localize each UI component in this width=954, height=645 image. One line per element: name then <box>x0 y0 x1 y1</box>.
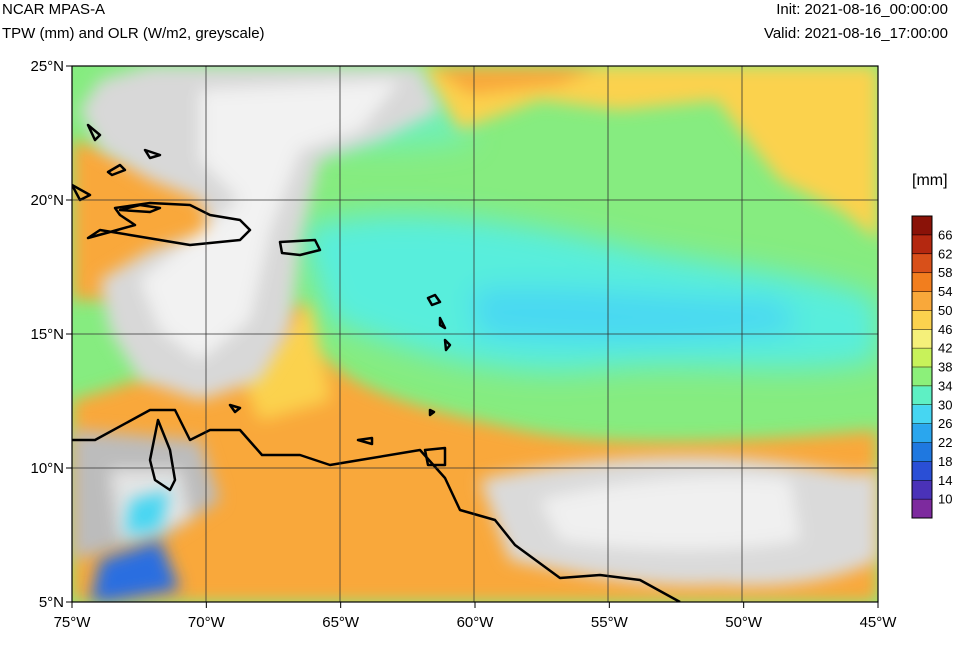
colorbar-level-label: 46 <box>938 322 952 337</box>
longitude-axis: 75°W 70°W 65°W 60°W 55°W 50°W 45°W <box>54 602 898 631</box>
coastlines <box>72 123 681 602</box>
colorbar-swatch <box>912 329 932 349</box>
colorbar-level-label: 66 <box>938 227 952 242</box>
lon-tick-label: 60°W <box>457 614 495 631</box>
colorbar-unit: [mm] <box>912 172 948 189</box>
valid-time: Valid: 2021-08-16_17:00:00 <box>763 25 948 42</box>
lon-tick-label: 70°W <box>188 614 226 631</box>
colorbar-level-label: 14 <box>938 473 952 488</box>
init-time: Init: 2021-08-16_00:00:00 <box>776 1 948 18</box>
tpw-moist-ne <box>420 66 878 240</box>
lon-tick-label: 55°W <box>591 614 629 631</box>
colorbar-swatch <box>912 291 932 311</box>
colorbar-swatch <box>912 480 932 500</box>
lat-tick-label: 10°N <box>30 460 64 477</box>
lon-tick-label: 75°W <box>54 614 92 631</box>
colorbar-level-label: 42 <box>938 341 952 356</box>
lat-tick-label: 20°N <box>30 192 64 209</box>
lat-tick-label: 25°N <box>30 58 64 75</box>
olr-clouds <box>72 66 878 587</box>
graticule <box>72 66 878 602</box>
colorbar-level-label: 58 <box>938 265 952 280</box>
field-description: TPW (mm) and OLR (W/m2, greyscale) <box>2 25 265 42</box>
colorbar-swatch <box>912 234 932 255</box>
colorbar-swatch <box>912 253 932 274</box>
colorbar-swatch <box>912 310 932 330</box>
colorbar-swatch <box>912 499 932 519</box>
colorbar-swatch <box>912 367 932 387</box>
colorbar-swatch <box>912 423 932 443</box>
map-panel <box>72 66 878 602</box>
tpw-cores-sw <box>90 490 180 602</box>
colorbar-swatch <box>912 385 932 406</box>
colorbar-level-label: 34 <box>938 378 952 393</box>
lon-tick-label: 50°W <box>725 614 763 631</box>
colorbar-swatch <box>912 216 932 236</box>
colorbar-level-label: 62 <box>938 246 952 261</box>
latitude-axis: 5°N 10°N 15°N 20°N 25°N <box>30 58 72 611</box>
colorbar: 10 14 18 22 26 30 34 38 42 46 50 54 58 62 66 <box>911 215 952 519</box>
lat-tick-label: 5°N <box>39 594 64 611</box>
lon-tick-label: 65°W <box>322 614 360 631</box>
colorbar-swatch <box>912 348 932 368</box>
colorbar-level-label: 30 <box>938 397 952 412</box>
colorbar-level-label: 18 <box>938 454 952 469</box>
colorbar-swatch <box>912 404 932 425</box>
model-title: NCAR MPAS-A <box>2 1 106 18</box>
lon-tick-label: 45°W <box>860 614 898 631</box>
colorbar-level-label: 38 <box>938 360 952 375</box>
colorbar-level-label: 26 <box>938 416 952 431</box>
colorbar-level-label: 10 <box>938 492 952 507</box>
colorbar-level-label: 50 <box>938 303 952 318</box>
colorbar-swatch <box>912 272 932 292</box>
lat-tick-label: 15°N <box>30 326 64 343</box>
colorbar-swatch <box>912 461 932 481</box>
colorbar-swatch <box>912 442 932 462</box>
colorbar-level-label: 54 <box>938 284 952 299</box>
colorbar-level-label: 22 <box>938 435 952 450</box>
